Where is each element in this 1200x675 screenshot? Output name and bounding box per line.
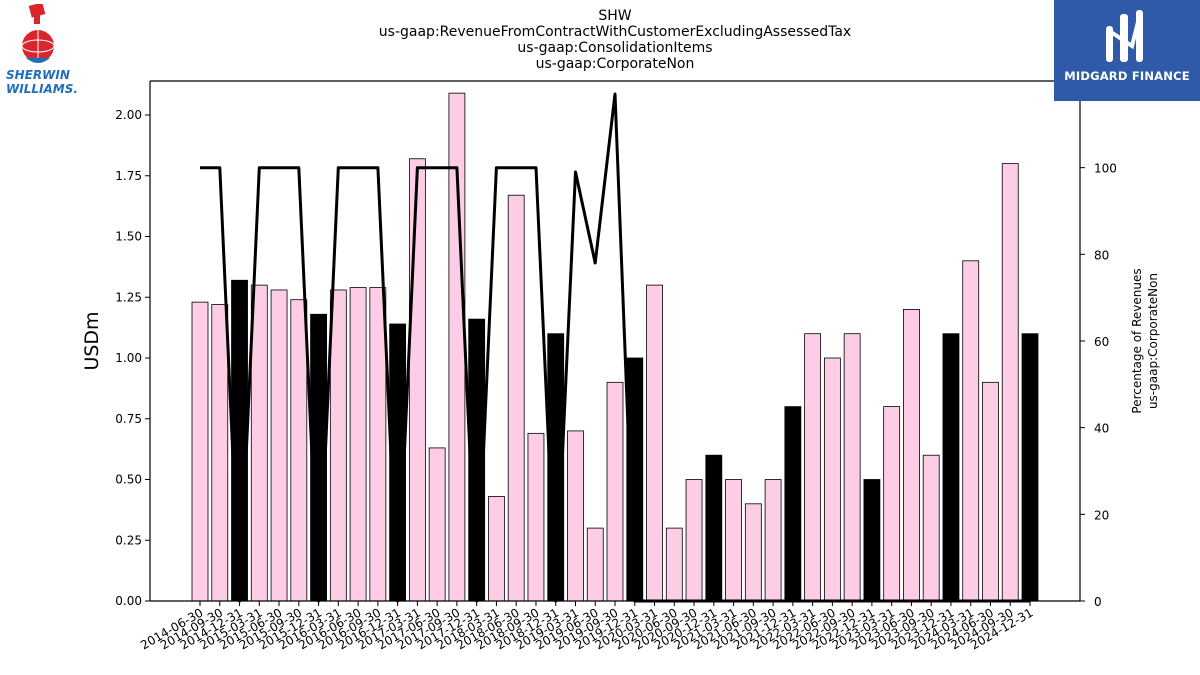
bar-2018-09-30 bbox=[527, 432, 545, 602]
bar-2020-06-30 bbox=[665, 527, 683, 602]
y2-tick-label-3: 60 bbox=[1094, 335, 1109, 349]
midgard-finance-wordmark: MIDGARD FINANCE bbox=[1064, 69, 1190, 83]
bar-2021-12-31 bbox=[784, 406, 802, 602]
axes-layer: 0.00 0.25 0.50 0.75 1.00 1.25 1.50 1.75 2.00 0 20 4… bbox=[115, 80, 1117, 652]
bars-layer bbox=[191, 92, 1039, 602]
bar-2015-09-30 bbox=[290, 299, 308, 602]
bar-2023-06-30 bbox=[903, 309, 920, 602]
bar-2014-09-30 bbox=[211, 304, 229, 602]
bar-2020-12-31 bbox=[705, 454, 723, 602]
bar-2024-09-30 bbox=[1001, 163, 1019, 602]
bar-2024-03-31 bbox=[962, 260, 980, 602]
bar-2014-12-31 bbox=[231, 279, 248, 602]
y2-tick-label-4: 80 bbox=[1094, 248, 1109, 262]
title-line-3: us-gaap:ConsolidationItems bbox=[517, 40, 712, 56]
bar-2020-03-31 bbox=[646, 284, 663, 602]
bar-2024-12-31 bbox=[1021, 333, 1039, 602]
globe-paint-icon bbox=[21, 2, 55, 63]
bar-2021-06-30 bbox=[744, 503, 762, 602]
y2-axis-label-line-2: us-gaap:CorporateNon bbox=[1146, 273, 1160, 409]
logo-text-line-2: WILLIAMS. bbox=[6, 82, 78, 96]
bar-2022-12-31 bbox=[863, 479, 881, 602]
sherwin-williams-logo: SHERWIN WILLIAMS. bbox=[4, 2, 78, 100]
y-tick-label-1: 0.25 bbox=[115, 533, 142, 547]
title-line-1: SHW bbox=[598, 8, 631, 24]
bar-2019-09-30 bbox=[606, 381, 624, 602]
logo-text-line-1: SHERWIN bbox=[6, 68, 70, 82]
bar-2022-09-30 bbox=[843, 333, 861, 602]
y2-tick-label-0: 0 bbox=[1094, 595, 1102, 609]
bar-2022-06-30 bbox=[823, 357, 841, 602]
y-tick-label-4: 1.00 bbox=[115, 351, 142, 365]
y2-tick-label-5: 100 bbox=[1094, 162, 1117, 176]
y2-tick-label-2: 40 bbox=[1094, 422, 1109, 436]
bar-2017-06-30 bbox=[428, 447, 446, 602]
bar-2021-03-31 bbox=[725, 479, 742, 602]
bar-2018-03-31 bbox=[488, 496, 505, 602]
bar-2014-06-30 bbox=[191, 301, 209, 602]
bar-2023-03-31 bbox=[883, 406, 901, 602]
y2-tick-label-1: 20 bbox=[1094, 508, 1109, 522]
y-tick-label-2: 0.50 bbox=[115, 473, 142, 487]
y-axis-label: USDm bbox=[81, 311, 103, 370]
bar-2015-03-31 bbox=[250, 284, 268, 602]
bar-2016-03-31 bbox=[329, 289, 347, 602]
y2-axis-label-line-1: Percentage of Revenues bbox=[1130, 268, 1144, 413]
y-tick-label-3: 0.75 bbox=[115, 412, 142, 426]
y-tick-label-5: 1.25 bbox=[115, 290, 142, 304]
bar-2015-06-30 bbox=[270, 289, 288, 602]
y-tick-label-6: 1.50 bbox=[115, 230, 142, 244]
bar-2018-06-30 bbox=[507, 194, 525, 602]
bar-2023-09-30 bbox=[922, 454, 940, 602]
midgard-mark-icon bbox=[1106, 10, 1143, 62]
bar-2022-03-31 bbox=[804, 333, 822, 602]
bar-2021-09-30 bbox=[764, 479, 782, 602]
bar-2023-12-31 bbox=[942, 333, 960, 602]
chart-title: SHW us-gaap:RevenueFromContractWithCusto… bbox=[379, 8, 851, 72]
midgard-finance-logo: MIDGARD FINANCE bbox=[1054, 0, 1200, 101]
bar-2017-03-31 bbox=[408, 158, 426, 602]
bar-2019-03-31 bbox=[567, 430, 584, 602]
title-line-4: us-gaap:CorporateNon bbox=[536, 56, 695, 72]
bar-2024-06-30 bbox=[982, 381, 999, 602]
y-tick-label-7: 1.75 bbox=[115, 169, 142, 183]
title-line-2: us-gaap:RevenueFromContractWithCustomerE… bbox=[379, 24, 851, 40]
y-tick-label-8: 2.00 bbox=[115, 108, 142, 122]
bar-2020-09-30 bbox=[685, 479, 703, 602]
bar-2016-06-30 bbox=[349, 287, 367, 602]
bar-2016-09-30 bbox=[369, 287, 387, 602]
y-tick-label-0: 0.00 bbox=[115, 594, 142, 608]
bar-2019-06-30 bbox=[586, 527, 604, 602]
